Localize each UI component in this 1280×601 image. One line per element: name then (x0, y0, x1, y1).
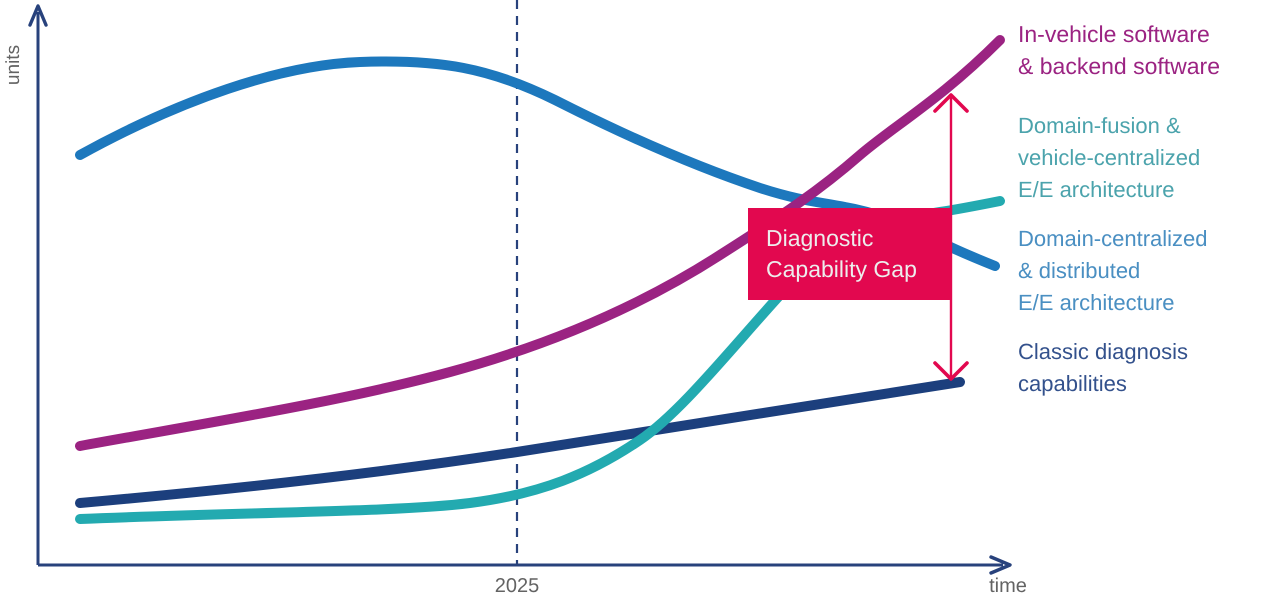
svg-text:Capability Gap: Capability Gap (766, 256, 917, 282)
svg-text:Diagnostic: Diagnostic (766, 225, 873, 251)
svg-text:units: units (3, 45, 24, 85)
svg-text:time: time (989, 575, 1027, 597)
svg-text:2025: 2025 (495, 575, 540, 597)
